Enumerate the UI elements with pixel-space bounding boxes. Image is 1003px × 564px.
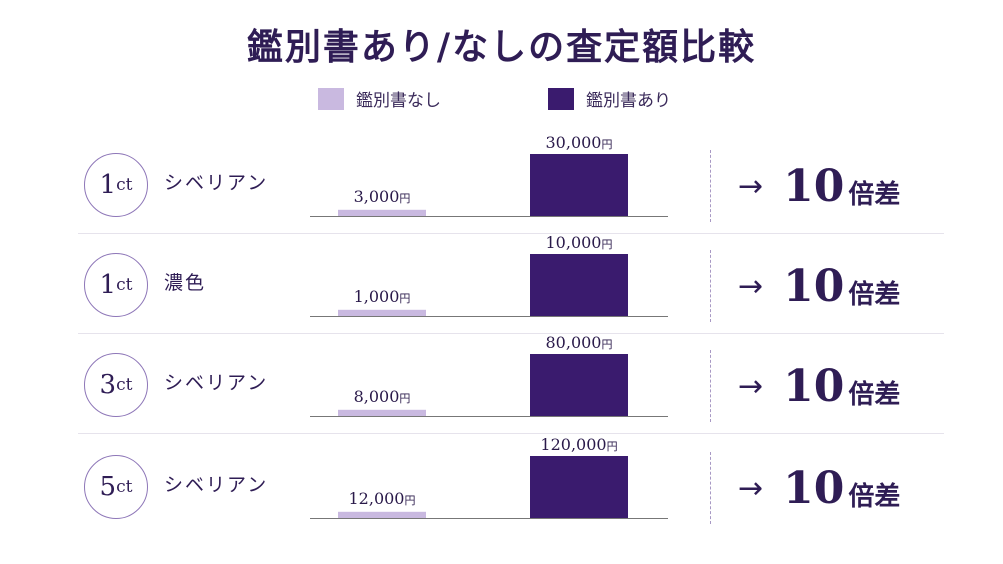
bar-label-with: 30,000円 bbox=[546, 133, 613, 152]
bar-value-with: 10,000 bbox=[546, 233, 602, 252]
legend-item-with: 鑑別書あり bbox=[548, 86, 671, 111]
ratio-number: 10 bbox=[783, 260, 845, 312]
comparison-row: 1 ct 濃色 1,000円 10,000円 → 10 倍差 bbox=[78, 233, 944, 334]
bar-value-without: 1,000 bbox=[354, 287, 400, 306]
currency-unit: 円 bbox=[601, 338, 612, 351]
carat-number: 1 bbox=[99, 170, 117, 200]
arrow-icon: → bbox=[738, 368, 764, 404]
ratio-unit: 倍差 bbox=[848, 179, 901, 210]
carat-unit: ct bbox=[116, 175, 133, 195]
bar-with-certificate bbox=[530, 254, 628, 316]
bar-value-without: 3,000 bbox=[354, 187, 400, 206]
currency-unit: 円 bbox=[607, 440, 618, 453]
currency-unit: 円 bbox=[399, 292, 410, 305]
ratio-display: → 10 倍差 bbox=[738, 452, 900, 524]
carat-unit: ct bbox=[116, 375, 133, 395]
stone-description: シベリアン bbox=[164, 474, 269, 496]
bar-with-certificate bbox=[530, 456, 628, 518]
ratio-number: 10 bbox=[783, 160, 845, 212]
carat-badge: 1 ct bbox=[84, 153, 148, 217]
carat-badge: 3 ct bbox=[84, 353, 148, 417]
arrow-icon: → bbox=[738, 168, 764, 204]
legend-item-without: 鑑別書なし bbox=[318, 86, 441, 111]
currency-unit: 円 bbox=[399, 192, 410, 205]
bar-without-certificate bbox=[338, 511, 426, 518]
stone-description: シベリアン bbox=[164, 172, 269, 194]
carat-unit: ct bbox=[116, 275, 133, 295]
stone-description: 濃色 bbox=[164, 272, 207, 294]
bar-label-with: 80,000円 bbox=[546, 333, 613, 352]
currency-unit: 円 bbox=[601, 238, 612, 251]
bar-value-with: 30,000 bbox=[546, 133, 602, 152]
bar-with-certificate bbox=[530, 154, 628, 216]
ratio-display: → 10 倍差 bbox=[738, 250, 900, 322]
ratio-display: → 10 倍差 bbox=[738, 150, 900, 222]
bar-value-without: 12,000 bbox=[349, 489, 405, 508]
bar-value-with: 120,000 bbox=[540, 435, 606, 454]
row-separator bbox=[78, 233, 944, 234]
bar-label-with: 120,000円 bbox=[540, 435, 617, 454]
carat-number: 1 bbox=[99, 270, 117, 300]
bar-without-certificate bbox=[338, 309, 426, 316]
ratio-unit: 倍差 bbox=[848, 279, 901, 310]
arrow-icon: → bbox=[738, 470, 764, 506]
carat-unit: ct bbox=[116, 477, 133, 497]
currency-unit: 円 bbox=[399, 392, 410, 405]
bar-value-with: 80,000 bbox=[546, 333, 602, 352]
bar-without-certificate bbox=[338, 409, 426, 416]
arrow-icon: → bbox=[738, 268, 764, 304]
legend-label-with: 鑑別書あり bbox=[586, 91, 671, 111]
legend-swatch-without bbox=[318, 87, 344, 110]
carat-badge: 1 ct bbox=[84, 253, 148, 317]
ratio-display: → 10 倍差 bbox=[738, 350, 900, 422]
bar-with-certificate bbox=[530, 354, 628, 416]
ratio-number: 10 bbox=[783, 360, 845, 412]
ratio-unit: 倍差 bbox=[848, 481, 901, 512]
bar-label-without: 3,000円 bbox=[354, 187, 411, 206]
comparison-row: 3 ct シベリアン 8,000円 80,000円 → 10 倍差 bbox=[78, 333, 944, 434]
comparison-row: 1 ct シベリアン 3,000円 30,000円 → 10 倍差 bbox=[78, 133, 944, 234]
bar-label-without: 1,000円 bbox=[354, 287, 411, 306]
carat-number: 3 bbox=[99, 370, 117, 400]
divider-line bbox=[710, 150, 711, 222]
row-separator bbox=[78, 333, 944, 334]
bar-label-with: 10,000円 bbox=[546, 233, 613, 252]
bar-without-certificate bbox=[338, 209, 426, 216]
divider-line bbox=[710, 452, 711, 524]
legend: 鑑別書なし 鑑別書あり bbox=[0, 86, 1003, 111]
carat-badge: 5 ct bbox=[84, 455, 148, 519]
ratio-number: 10 bbox=[783, 462, 845, 514]
carat-number: 5 bbox=[99, 472, 117, 502]
bar-label-without: 12,000円 bbox=[349, 489, 416, 508]
comparison-row: 5 ct シベリアン 12,000円 120,000円 → 10 倍差 bbox=[78, 435, 944, 536]
legend-swatch-with bbox=[548, 87, 574, 110]
bar-value-without: 8,000 bbox=[354, 387, 400, 406]
divider-line bbox=[710, 350, 711, 422]
divider-line bbox=[710, 250, 711, 322]
chart-title: 鑑別書あり/なしの査定額比較 bbox=[246, 26, 757, 68]
ratio-unit: 倍差 bbox=[848, 379, 901, 410]
currency-unit: 円 bbox=[404, 494, 415, 507]
legend-label-without: 鑑別書なし bbox=[356, 91, 441, 111]
currency-unit: 円 bbox=[601, 138, 612, 151]
bar-label-without: 8,000円 bbox=[354, 387, 411, 406]
row-separator bbox=[78, 433, 944, 434]
stone-description: シベリアン bbox=[164, 372, 269, 394]
